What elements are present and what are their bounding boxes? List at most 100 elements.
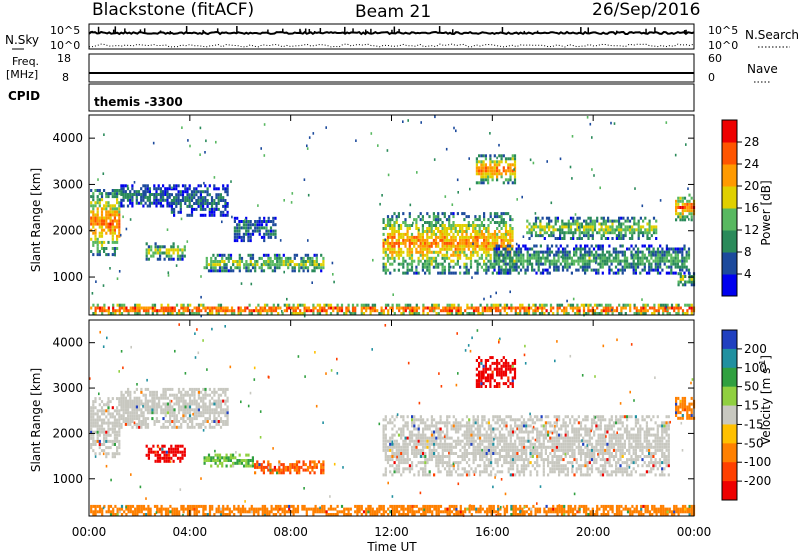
velocity-echo-cell bbox=[186, 390, 189, 394]
power-echo-cell bbox=[634, 256, 637, 260]
power-echo-cell bbox=[267, 253, 270, 257]
power-echo-cell bbox=[118, 228, 121, 232]
power-echo-cell bbox=[633, 222, 636, 226]
velocity-echo-cell bbox=[384, 418, 387, 422]
power-echo-cell bbox=[147, 312, 150, 315]
power-echo-cell bbox=[406, 268, 409, 272]
power-echo-cell bbox=[441, 238, 444, 242]
power-scatter-point bbox=[116, 277, 119, 280]
velocity-echo-cell bbox=[446, 464, 449, 468]
power-echo-cell bbox=[675, 312, 678, 315]
power-echo-cell bbox=[470, 306, 473, 310]
power-echo-cell bbox=[168, 251, 171, 255]
power-echo-cell bbox=[480, 232, 483, 236]
power-echo-cell bbox=[459, 230, 462, 233]
power-echo-cell bbox=[404, 306, 407, 310]
freq-tick-top: 18 bbox=[57, 52, 71, 65]
power-echo-cell bbox=[236, 263, 239, 267]
velocity-echo-cell bbox=[186, 393, 189, 397]
power-echo-cell bbox=[441, 230, 444, 233]
velocity-echo-cell bbox=[184, 411, 187, 415]
power-echo-cell bbox=[400, 253, 403, 257]
power-echo-cell bbox=[607, 216, 610, 220]
power-echo-cell bbox=[224, 204, 227, 208]
power-echo-cell bbox=[557, 247, 560, 251]
power-echo-cell bbox=[570, 262, 573, 266]
power-scatter-point bbox=[521, 195, 523, 199]
power-echo-cell bbox=[369, 306, 372, 310]
power-echo-cell bbox=[154, 242, 157, 246]
velocity-echo-cell bbox=[188, 402, 192, 406]
velocity-echo-cell bbox=[155, 411, 158, 415]
velocity-echo-cell bbox=[382, 442, 385, 446]
power-echo-cell bbox=[293, 269, 296, 273]
power-echo-cell bbox=[513, 175, 517, 179]
nsky-tick-top: 10^5 bbox=[50, 24, 80, 37]
power-echo-cell bbox=[316, 312, 319, 315]
power-echo-cell bbox=[607, 303, 610, 307]
velocity-echo-cell bbox=[160, 405, 163, 409]
velocity-echo-cell bbox=[202, 396, 205, 400]
velocity-echo-cell bbox=[406, 436, 409, 440]
power-echo-cell bbox=[163, 251, 166, 255]
power-echo-cell bbox=[583, 228, 586, 232]
power-echo-cell bbox=[502, 247, 505, 251]
velocity-echo-cell bbox=[131, 405, 134, 409]
velocity-echo-cell bbox=[182, 411, 185, 415]
velocity-echo-cell bbox=[443, 445, 447, 449]
power-echo-cell bbox=[465, 253, 468, 257]
power-echo-cell bbox=[386, 244, 390, 248]
power-echo-cell bbox=[507, 181, 510, 185]
power-echo-cell bbox=[437, 212, 440, 216]
power-scatter-point bbox=[291, 192, 294, 195]
power-echo-cell bbox=[528, 228, 531, 232]
velocity-echo-cell bbox=[155, 408, 158, 412]
power-echo-cell bbox=[531, 265, 534, 269]
velocity-echo-cell bbox=[127, 390, 130, 394]
velocity-echo-cell bbox=[160, 393, 163, 397]
power-echo-cell bbox=[599, 265, 602, 269]
velocity-echo-cell bbox=[191, 420, 194, 423]
power-echo-cell bbox=[448, 218, 451, 222]
power-echo-cell bbox=[257, 303, 260, 307]
power-echo-cell bbox=[566, 253, 569, 257]
power-echo-cell bbox=[105, 225, 108, 229]
power-echo-cell bbox=[113, 216, 116, 220]
velocity-echo-cell bbox=[400, 452, 403, 455]
velocity-echo-cell bbox=[254, 465, 257, 469]
power-echo-cell bbox=[519, 247, 523, 251]
power-scatter-point bbox=[204, 151, 206, 154]
power-echo-cell bbox=[179, 254, 182, 258]
velocity-echo-cell bbox=[289, 465, 292, 469]
power-echo-cell bbox=[336, 306, 339, 310]
power-echo-cell bbox=[613, 309, 616, 313]
velocity-echo-cell bbox=[92, 430, 95, 434]
power-echo-cell bbox=[323, 306, 326, 310]
power-echo-cell bbox=[276, 266, 279, 270]
power-echo-cell bbox=[632, 262, 635, 266]
velocity-echo-cell bbox=[213, 402, 216, 406]
power-echo-cell bbox=[498, 160, 501, 164]
velocity-echo-cell bbox=[166, 420, 169, 423]
power-echo-cell bbox=[98, 234, 101, 238]
power-echo-cell bbox=[103, 247, 106, 250]
velocity-echo-cell bbox=[404, 424, 407, 428]
power-echo-cell bbox=[467, 221, 470, 224]
power-echo-cell bbox=[622, 303, 625, 307]
power-echo-cell bbox=[294, 306, 297, 310]
power-echo-cell bbox=[607, 225, 610, 229]
power-echo-cell bbox=[537, 225, 540, 229]
power-echo-cell bbox=[109, 210, 112, 214]
power-echo-cell bbox=[677, 312, 680, 315]
power-echo-cell bbox=[590, 244, 593, 248]
velocity-echo-cell bbox=[116, 436, 119, 440]
velocity-echo-cell bbox=[435, 464, 438, 468]
power-echo-cell bbox=[210, 207, 214, 211]
velocity-echo-cell bbox=[195, 405, 198, 409]
power-echo-cell bbox=[391, 215, 394, 219]
velocity-echo-cell bbox=[422, 433, 425, 437]
power-echo-cell bbox=[463, 250, 466, 254]
power-echo-cell bbox=[311, 256, 314, 260]
power-echo-cell bbox=[648, 265, 651, 269]
power-echo-cell bbox=[526, 265, 529, 269]
